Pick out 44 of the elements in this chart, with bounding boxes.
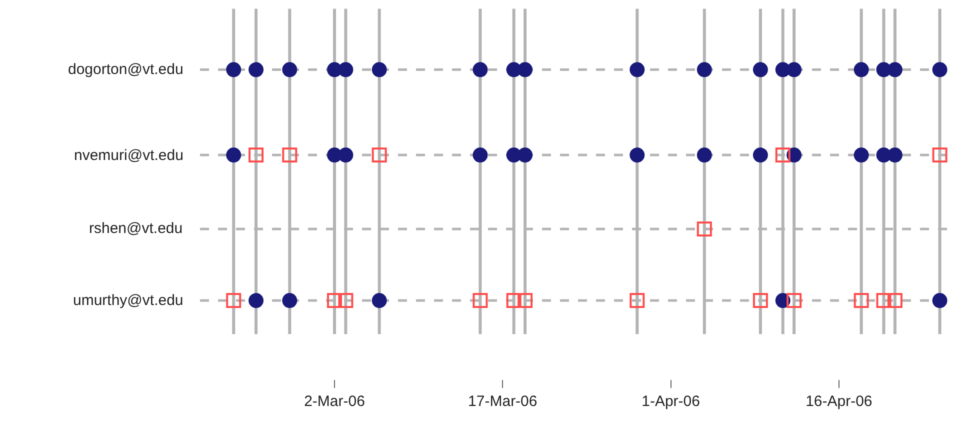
point bbox=[472, 148, 488, 163]
x-tick-label: 17-Mar-06 bbox=[468, 393, 538, 410]
point bbox=[752, 62, 768, 78]
point bbox=[696, 148, 712, 163]
point bbox=[518, 148, 533, 163]
point bbox=[752, 293, 768, 308]
point bbox=[696, 221, 712, 236]
point bbox=[327, 293, 342, 308]
point bbox=[887, 62, 902, 78]
point bbox=[752, 148, 768, 163]
point bbox=[338, 62, 354, 78]
point bbox=[786, 62, 802, 78]
point bbox=[854, 62, 869, 78]
point bbox=[338, 293, 354, 308]
point bbox=[372, 62, 387, 78]
point bbox=[338, 148, 354, 163]
point bbox=[630, 148, 645, 163]
x-tick-label: 16-Apr-06 bbox=[806, 393, 872, 410]
point bbox=[932, 293, 948, 308]
x-tick-label: 1-Apr-06 bbox=[642, 393, 700, 410]
point bbox=[932, 148, 948, 163]
ref-line-label: rshen@vt.edu bbox=[89, 220, 183, 237]
point bbox=[854, 148, 869, 163]
point bbox=[506, 293, 522, 308]
point bbox=[518, 293, 533, 308]
point bbox=[472, 293, 488, 308]
point bbox=[887, 293, 902, 308]
point bbox=[630, 62, 645, 78]
point bbox=[854, 293, 869, 308]
point bbox=[472, 62, 488, 78]
point bbox=[775, 148, 790, 163]
point bbox=[630, 293, 645, 308]
point bbox=[696, 62, 712, 78]
point bbox=[372, 293, 387, 308]
ref-line-label: umurthy@vt.edu bbox=[73, 292, 184, 309]
point bbox=[887, 148, 902, 163]
point bbox=[518, 62, 533, 78]
point bbox=[876, 293, 892, 308]
ref-line-label: nvemuri@vt.edu bbox=[74, 147, 184, 164]
point bbox=[786, 293, 802, 308]
x-tick-label: 2-Mar-06 bbox=[304, 393, 365, 410]
point bbox=[932, 62, 948, 78]
point bbox=[372, 148, 387, 163]
ref-line-label: dogorton@vt.edu bbox=[68, 61, 184, 78]
